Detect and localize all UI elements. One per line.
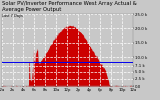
Text: Solar PV/Inverter Performance West Array Actual & Average Power Output: Solar PV/Inverter Performance West Array… bbox=[2, 1, 136, 12]
Text: Last 7 Days: Last 7 Days bbox=[2, 14, 22, 18]
